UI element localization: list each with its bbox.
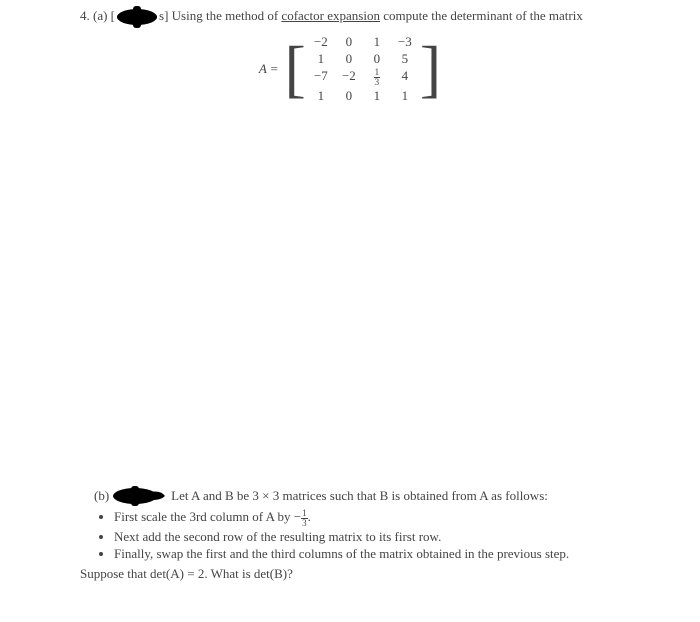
matrix-area: A = [ −2 0 1 −3 1 0 0 5 −7 −2 13 4 1 0 1… [80,34,620,104]
matrix-cell: 1 [314,51,328,67]
matrix-cell-frac: 13 [370,68,384,87]
matrix-cell: 4 [398,68,412,87]
matrix-cell: 1 [370,88,384,104]
matrix-cell: 1 [314,88,328,104]
matrix-cell: 0 [342,88,356,104]
bullet-post: . [308,509,311,524]
matrix-cell: 1 [398,88,412,104]
matrix-grid: −2 0 1 −3 1 0 0 5 −7 −2 13 4 1 0 1 1 [312,34,414,104]
problem-a-number: 4. (a) [ [80,8,115,23]
matrix-cell: −3 [398,34,412,50]
bullet-list: First scale the 3rd column of A by −13. … [80,508,630,563]
bracket-right: ] [420,43,441,94]
underlined-phrase: cofactor expansion [281,8,380,23]
bracket-left: [ [285,43,306,94]
matrix-cell: 0 [342,51,356,67]
bullet-item: Finally, swap the first and the third co… [114,545,630,563]
bullet-text: Next add the second row of the resulting… [114,529,441,544]
matrix-wrap: A = [ −2 0 1 −3 1 0 0 5 −7 −2 13 4 1 0 1… [259,34,441,104]
problem-b-number: (b) [94,487,109,505]
matrix-label: A = [259,61,279,77]
matrix-cell: 5 [398,51,412,67]
redaction-mark-a [115,6,159,28]
redaction-mark-b [113,486,167,506]
problem-b: (b) Let A and B be 3 × 3 matrices such t… [80,486,630,582]
matrix-cell: 1 [370,34,384,50]
text-after-redact: s] Using the method of [159,8,281,23]
bullet-text: First scale the 3rd column of A by [114,509,294,524]
text-after-underline: compute the determinant of the matrix [380,8,583,23]
problem-b-intro-line: (b) Let A and B be 3 × 3 matrices such t… [80,486,630,506]
matrix-cell: 0 [370,51,384,67]
neg-sign: − [294,509,301,524]
problem-a-prompt: 4. (a) [ s] Using the method of cofactor … [80,6,620,28]
problem-a: 4. (a) [ s] Using the method of cofactor … [80,6,620,104]
matrix-cell: −7 [314,68,328,87]
bullet-text: Finally, swap the first and the third co… [114,546,569,561]
suppose-line: Suppose that det(A) = 2. What is det(B)? [80,565,630,583]
matrix-cell: 0 [342,34,356,50]
bullet-item: Next add the second row of the resulting… [114,528,630,546]
bullet-item: First scale the 3rd column of A by −13. [114,508,630,528]
matrix-cell: −2 [314,34,328,50]
matrix-cell: −2 [342,68,356,87]
problem-b-intro: Let A and B be 3 × 3 matrices such that … [171,487,548,505]
